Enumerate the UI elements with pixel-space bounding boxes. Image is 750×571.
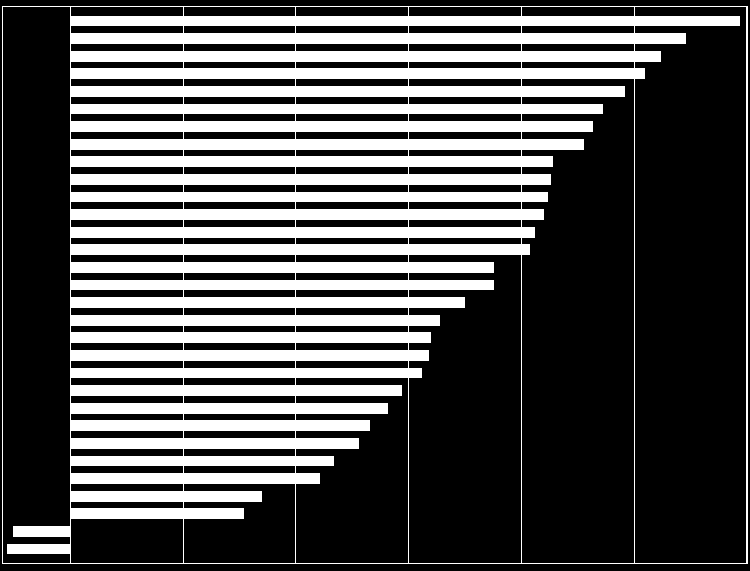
gridline (634, 6, 635, 564)
bar (70, 491, 262, 502)
bar (70, 368, 422, 379)
gridline (747, 6, 748, 564)
bar (70, 192, 549, 203)
bar (70, 473, 321, 484)
bar (70, 385, 402, 396)
bar (70, 280, 494, 291)
bar (70, 315, 440, 326)
bar (70, 244, 531, 255)
bar (70, 209, 544, 220)
plot-area (2, 6, 747, 564)
bar (70, 438, 359, 449)
bar (70, 139, 585, 150)
bar (70, 51, 661, 62)
bar (70, 456, 334, 467)
bar (70, 86, 625, 97)
bar (70, 508, 244, 519)
bar (70, 174, 551, 185)
bar (70, 332, 431, 343)
chart-canvas (0, 0, 750, 571)
bar (70, 104, 603, 115)
bar (70, 420, 370, 431)
bar (70, 121, 594, 132)
bar (70, 262, 494, 273)
bar (70, 68, 646, 79)
bar (70, 403, 388, 414)
bar (7, 544, 70, 555)
bar (70, 16, 741, 27)
bar (70, 227, 535, 238)
bar (13, 526, 69, 537)
bar (70, 33, 686, 44)
bar (70, 156, 553, 167)
bar (70, 350, 429, 361)
bar (70, 297, 465, 308)
